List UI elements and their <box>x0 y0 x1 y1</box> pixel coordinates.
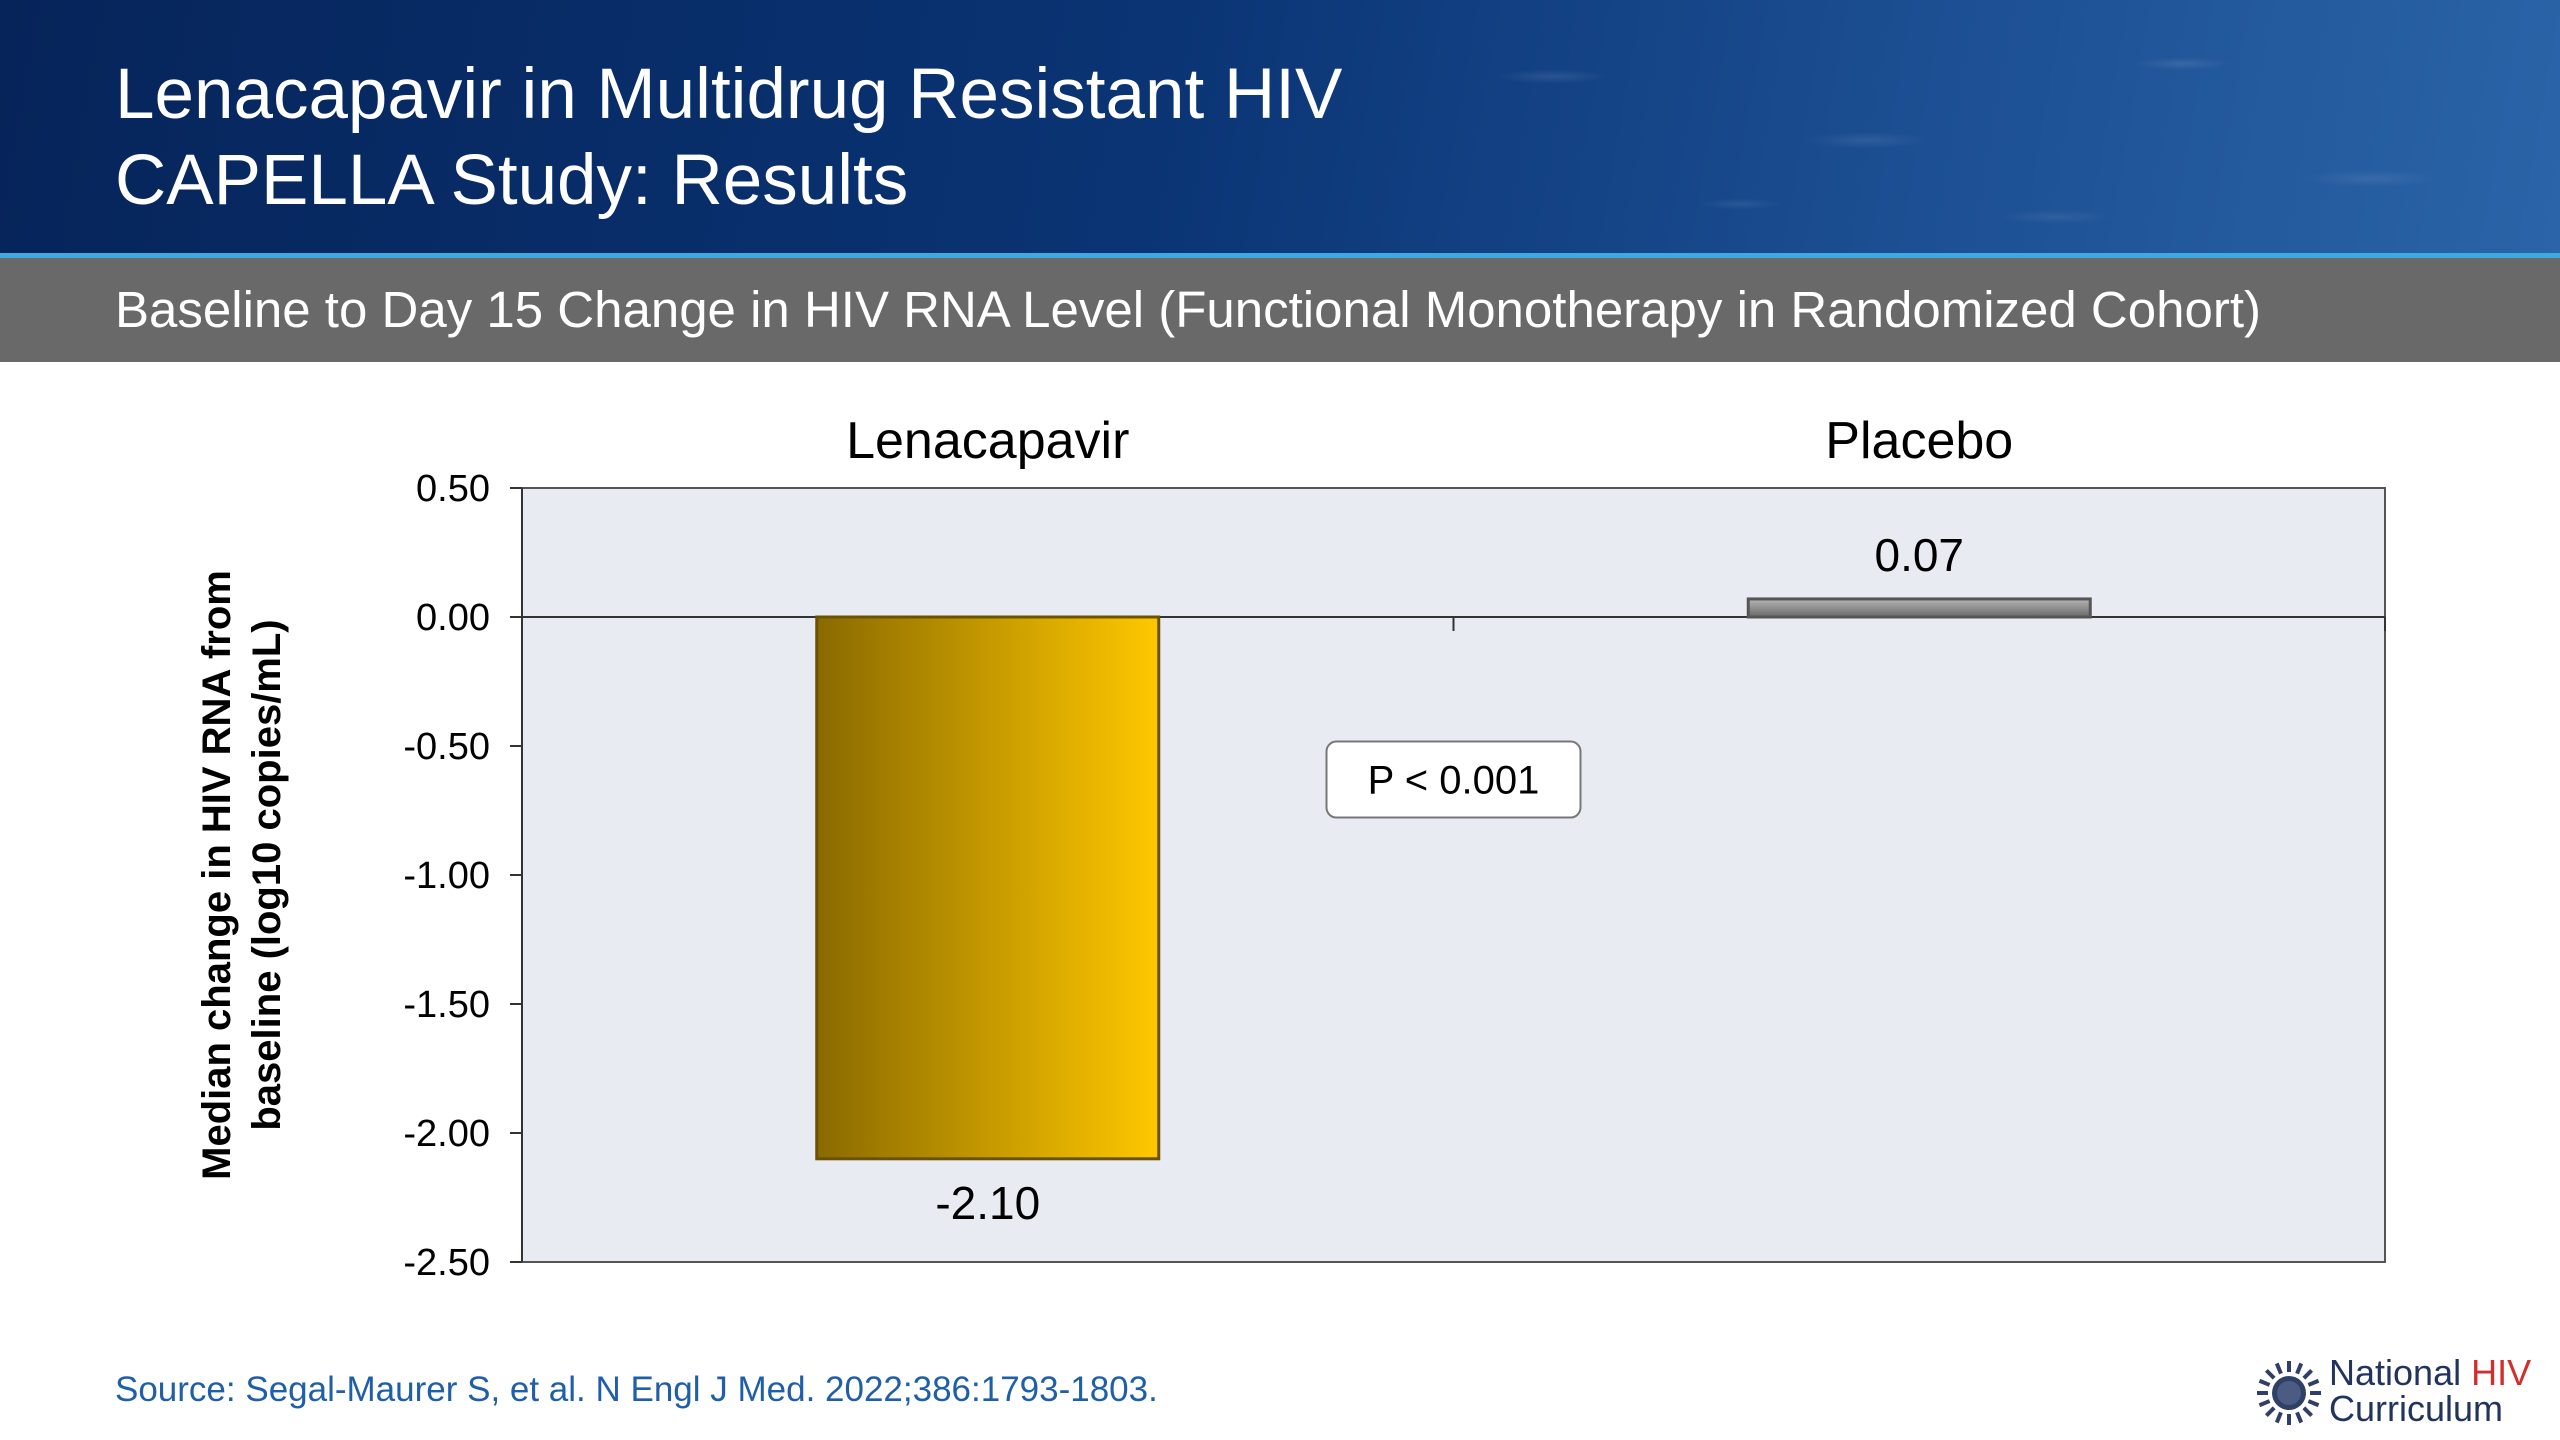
slide-subtitle: Baseline to Day 15 Change in HIV RNA Lev… <box>115 281 2261 338</box>
p-value-box <box>1325 740 1582 819</box>
data-label: 0.07 <box>1874 529 1964 581</box>
y-tick-label: -2.50 <box>403 1242 490 1284</box>
chart-container: 0.50 0.00 -0.50 -1.00 -1.50 -2.00 -2.50 Lenacap… <box>0 362 2560 1312</box>
national-hiv-curriculum-logo: National HIV Curriculum <box>2255 1355 2555 1430</box>
category-label: Lenacapavir <box>846 412 1129 470</box>
bar-placebo <box>1746 597 2092 619</box>
y-tick-label: 0.50 <box>416 468 490 510</box>
logo-wordmark: National HIV Curriculum <box>2329 1355 2531 1427</box>
source-citation: Source: Segal-Maurer S, et al. N Engl J … <box>115 1370 1158 1409</box>
title-line-2: CAPELLA Study: Results <box>115 141 909 220</box>
y-axis-title-line-2: baseline (log10 copies/mL) <box>245 619 289 1130</box>
title-line-1: Lenacapavir in Multidrug Resistant HIV <box>115 55 1343 134</box>
logo-word-hiv: HIV <box>2471 1352 2532 1393</box>
data-label: -2.10 <box>935 1177 1040 1229</box>
p-value-annotation: P < 0.001 <box>1368 759 1540 803</box>
bar-lenacapavir <box>815 615 1161 1161</box>
logo-word-curriculum: Curriculum <box>2329 1388 2504 1429</box>
y-tick-label: 0.00 <box>416 597 490 639</box>
bar-chart: 0.50 0.00 -0.50 -1.00 -1.50 -2.00 -2.50 Lenacap… <box>195 412 2386 1284</box>
plot-area <box>521 487 2386 1263</box>
y-tick-label: -2.00 <box>403 1113 490 1155</box>
logo-word-national: National <box>2329 1352 2472 1393</box>
subtitle-bar <box>0 258 2560 362</box>
y-axis-title-line-1: Median change in HIV RNA from <box>195 570 239 1180</box>
sun-emblem-icon <box>2257 1361 2321 1425</box>
y-tick-label: -1.50 <box>403 984 490 1026</box>
y-tick-label: -1.00 <box>403 855 490 897</box>
header-divider <box>0 253 2560 258</box>
header-banner <box>0 0 2560 255</box>
category-label: Placebo <box>1825 412 2013 470</box>
slide-title: Lenacapavir in Multidrug Resistant HIV C… <box>115 52 1342 224</box>
y-tick-label: -0.50 <box>403 726 490 768</box>
